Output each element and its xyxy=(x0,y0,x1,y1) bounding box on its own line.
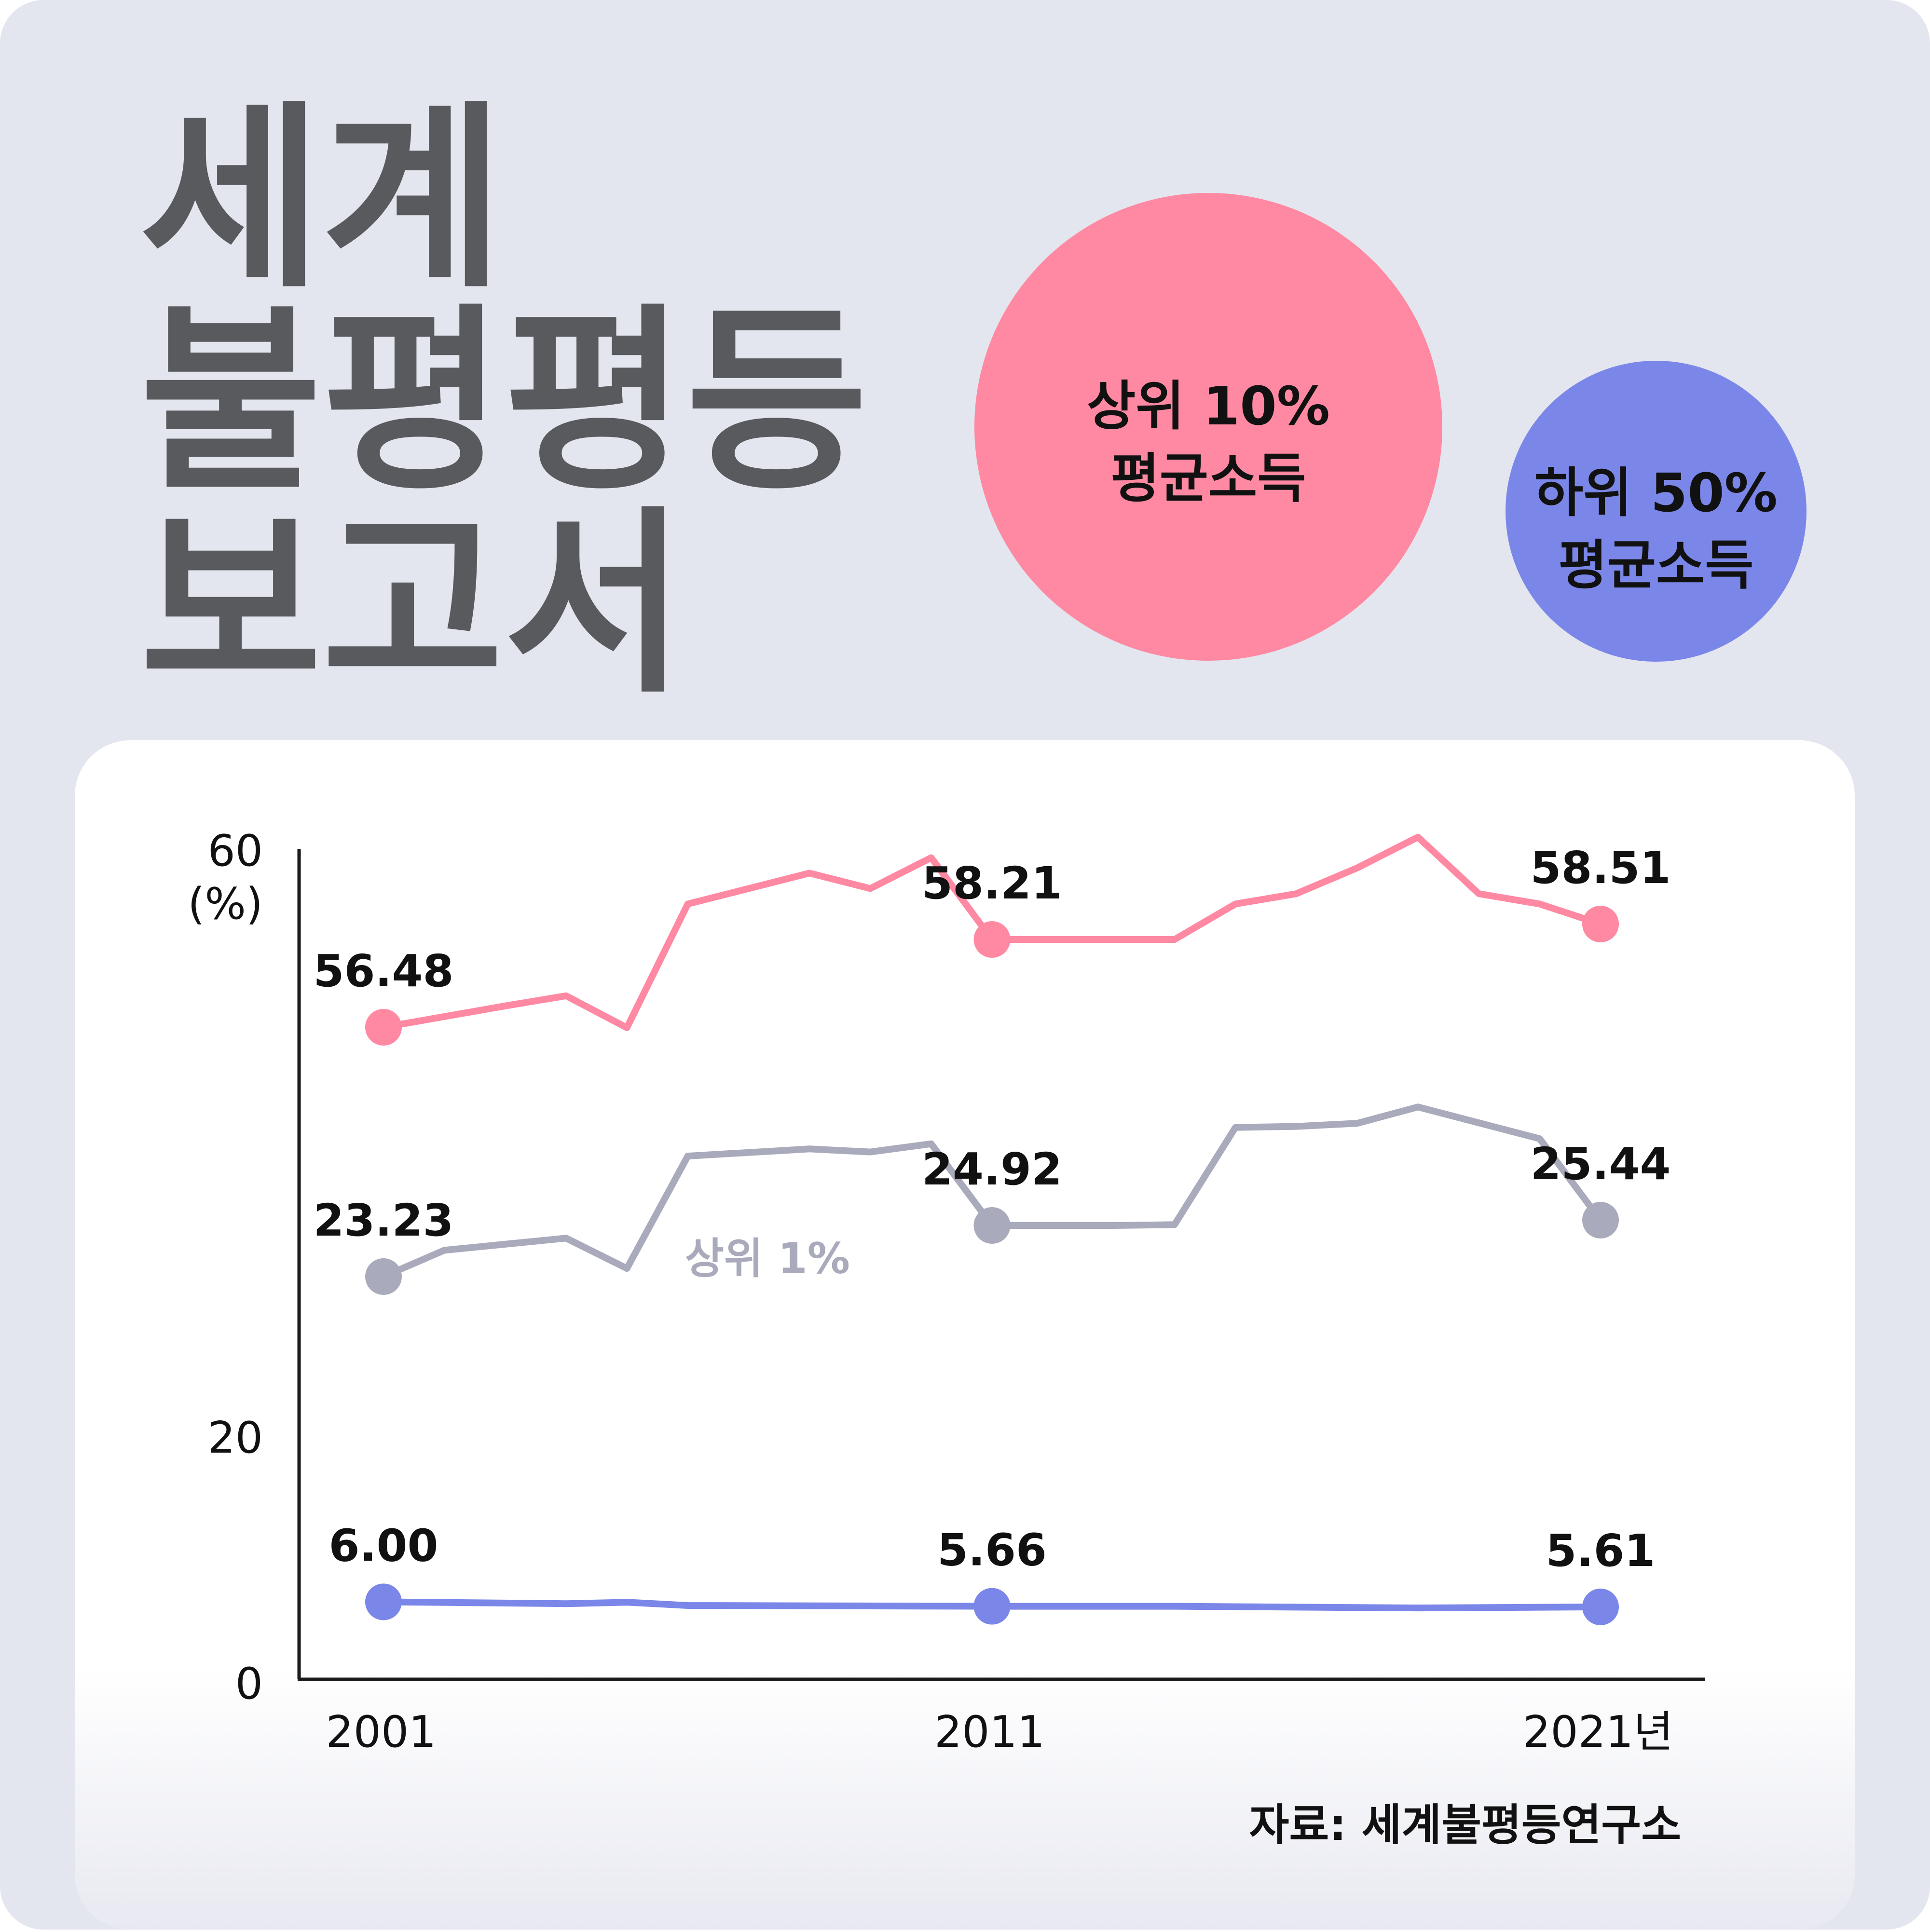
y-unit-label: (%) xyxy=(188,879,263,929)
series-line-bottom50 xyxy=(380,1598,1604,1612)
data-label-bottom50: 5.61 xyxy=(1546,1525,1656,1577)
legend-bubble-bottom50-circle xyxy=(1506,361,1807,662)
data-point-top1 xyxy=(973,1207,1011,1244)
x-tick-label: 2021년 xyxy=(1523,1707,1673,1757)
data-label-top10: 58.51 xyxy=(1530,842,1670,894)
data-point-top10 xyxy=(1582,906,1619,942)
data-point-top10 xyxy=(973,921,1011,958)
series-line-top1 xyxy=(380,1103,1604,1280)
x-tick-label: 2011 xyxy=(934,1707,1045,1757)
title-line-2: 불평평등 xyxy=(140,286,868,517)
data-label-top1: 25.44 xyxy=(1530,1138,1670,1190)
data-label-top10: 56.48 xyxy=(313,945,453,997)
x-tick-label: 2001 xyxy=(326,1707,436,1757)
data-label-bottom50: 6.00 xyxy=(329,1520,438,1572)
data-point-top1 xyxy=(365,1258,402,1295)
legend-bubble-bottom50-line1: 하위 50% xyxy=(1534,462,1778,524)
data-label-top1: 24.92 xyxy=(922,1143,1062,1195)
series-label-top1: 상위 1% xyxy=(685,1234,850,1283)
legend-bubble-top10-line2: 평균소득 xyxy=(1111,448,1306,509)
data-label-top10: 58.21 xyxy=(922,857,1062,909)
series-line-top10 xyxy=(380,833,1604,1031)
data-point-bottom50 xyxy=(1582,1588,1619,1625)
source-note: 자료: 세계불평등연구소 xyxy=(1249,1800,1681,1850)
chart-panel xyxy=(75,740,1855,1930)
data-point-top10 xyxy=(365,1009,402,1046)
line-chart: 0 20 60(%) 2001 2011 2021년 56.48 58.21 58.51 23.2… xyxy=(188,826,1705,1757)
data-point-top1 xyxy=(1582,1201,1619,1238)
legend-bubble-bottom50: 하위 50% 평균소득 xyxy=(1506,361,1807,662)
page-title: 세계 불평평등 보고서 xyxy=(140,84,868,720)
data-point-bottom50 xyxy=(365,1583,402,1620)
title-line-1: 세계 xyxy=(140,84,504,314)
data-point-bottom50 xyxy=(973,1588,1011,1625)
legend-bubble-top10-line1: 상위 10% xyxy=(1087,375,1330,437)
y-tick-label: 60 xyxy=(207,826,263,876)
data-label-bottom50: 5.66 xyxy=(937,1524,1047,1576)
legend-bubble-top10: 상위 10% 평균소득 xyxy=(974,193,1442,661)
title-line-3: 보고서 xyxy=(140,489,686,720)
data-label-top1: 23.23 xyxy=(313,1195,453,1246)
y-tick-label: 20 xyxy=(207,1413,263,1463)
legend-bubble-bottom50-line2: 평균소득 xyxy=(1559,534,1754,596)
y-tick-label: 0 xyxy=(235,1659,263,1709)
legend-bubble-top10-circle xyxy=(974,193,1442,661)
